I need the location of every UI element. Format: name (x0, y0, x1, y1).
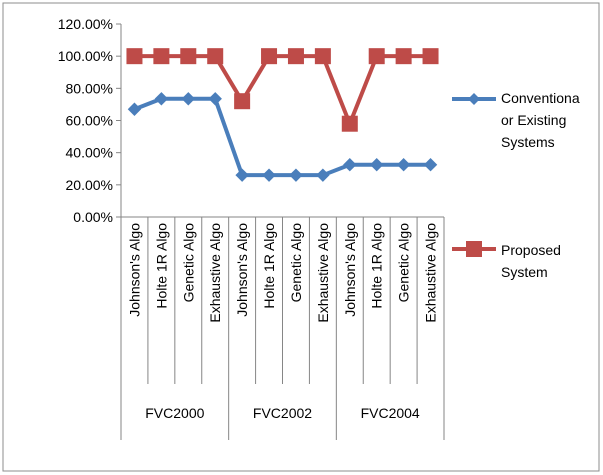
data-point (370, 158, 384, 172)
data-point (289, 168, 303, 182)
axes: 0.00% 20.00% 40.00% 60.00% 80.00% 100.00% 120.… (58, 16, 445, 440)
legend-marker (468, 93, 480, 105)
x-category-label: Exhaustive Algo (315, 223, 331, 323)
data-point (208, 92, 222, 106)
data-point (180, 48, 197, 65)
x-category-label: Genetic Algo (288, 223, 304, 303)
data-point (261, 48, 278, 65)
x-category-label: Genetic Algo (396, 223, 412, 303)
data-point (234, 93, 251, 110)
x-group-label: FVC2000 (145, 405, 204, 421)
x-category-label: Exhaustive Algo (423, 223, 439, 323)
legend-marker (466, 241, 482, 257)
x-category-label: Johnson's Algo (342, 223, 358, 317)
series-layer (126, 48, 439, 182)
data-point (422, 48, 439, 65)
legend: Conventiona or Existing Systems Proposed Sys… (452, 90, 580, 280)
data-point (396, 158, 411, 172)
data-point (154, 92, 169, 106)
legend-label: Conventiona (501, 90, 580, 106)
y-tick-label: 120.00% (58, 16, 113, 32)
x-category-label: Holte 1R Algo (369, 223, 385, 309)
legend-label: Proposed (501, 242, 561, 258)
x-group-label: FVC2002 (253, 405, 312, 421)
x-category-label: Johnson's Algo (234, 223, 250, 317)
data-point (314, 48, 331, 65)
data-point (262, 168, 276, 182)
y-tick-label: 40.00% (66, 145, 113, 161)
legend-label: System (501, 264, 548, 280)
data-point (395, 48, 412, 65)
data-point (368, 48, 385, 65)
data-point (287, 48, 304, 65)
data-point (126, 48, 143, 65)
x-category-label: Holte 1R Algo (153, 223, 169, 309)
x-category-label: Exhaustive Algo (207, 223, 223, 323)
x-category-label: Holte 1R Algo (261, 223, 277, 309)
y-tick-label: 20.00% (66, 177, 113, 193)
x-category-label: Genetic Algo (180, 223, 196, 303)
x-category-label: Johnson's Algo (126, 223, 142, 317)
y-tick-label: 100.00% (58, 48, 113, 64)
legend-label: Systems (501, 134, 555, 150)
data-point (207, 48, 224, 65)
y-tick-label: 0.00% (73, 209, 113, 225)
data-point (153, 48, 170, 65)
legend-label: or Existing (501, 112, 566, 128)
data-point (235, 168, 249, 182)
x-group-label: FVC2004 (361, 405, 420, 421)
data-point (423, 158, 438, 172)
data-point (343, 158, 357, 172)
data-point (127, 102, 142, 116)
data-point (181, 92, 195, 106)
y-tick-label: 60.00% (66, 113, 113, 129)
data-point (316, 168, 330, 182)
y-tick-label: 80.00% (66, 80, 113, 96)
data-point (341, 115, 358, 132)
